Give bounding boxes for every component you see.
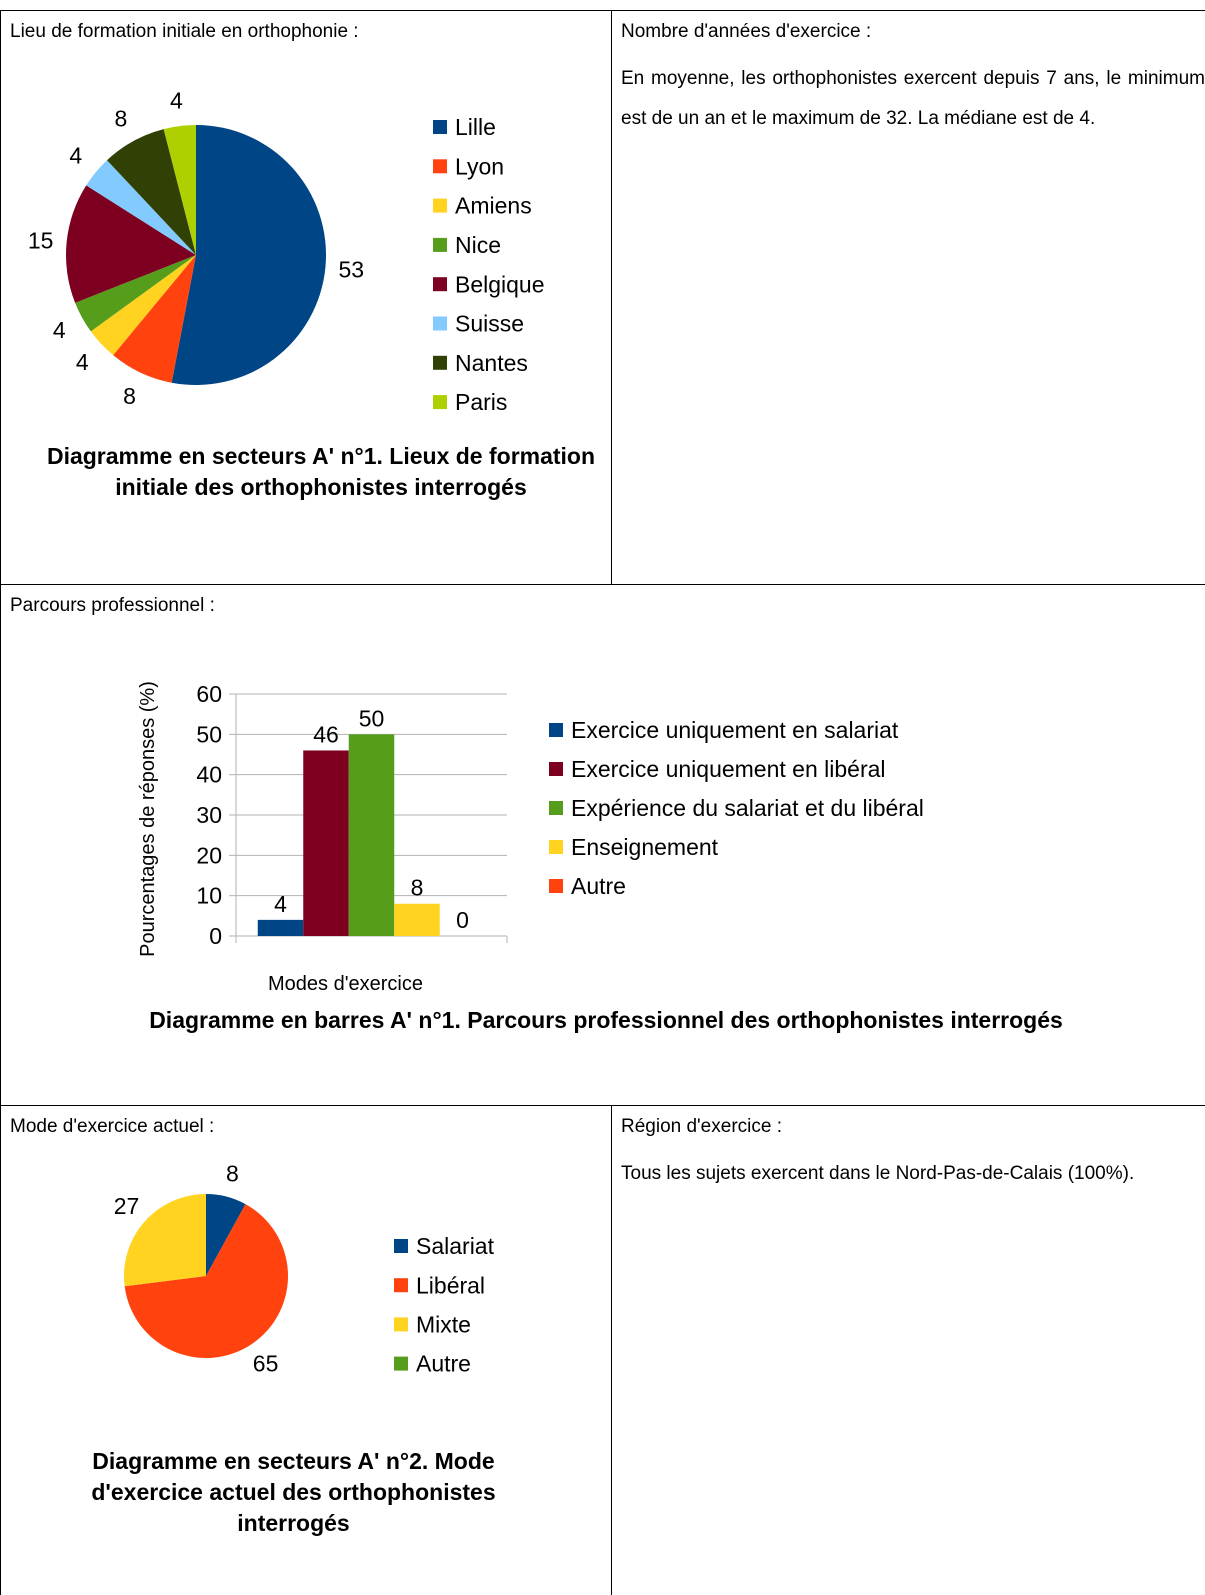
legend-label-mixte: Mixte	[416, 1311, 471, 1337]
pie-slice-salariat	[206, 1194, 246, 1276]
caption-pie-lieux: Diagramme en secteurs A' n°1. Lieux de f…	[46, 443, 596, 500]
caption-bar-parcours: Diagramme en barres A' n°1. Parcours pro…	[149, 1007, 1063, 1033]
legend-swatch-mixte	[394, 1317, 408, 1332]
y-axis-label: Pourcentages de réponses (%)	[137, 681, 159, 957]
legend-swatch-experience-du-salariat-et-du-liberal	[549, 801, 563, 815]
heading-region: Région d'exercice :	[621, 1116, 782, 1137]
cell-lieu-formation: Lieu de formation initiale en orthophoni…	[0, 10, 612, 585]
legend-swatch-lyon	[433, 159, 447, 174]
pie-slice-lyon	[113, 255, 196, 383]
pie-label-nantes: 8	[114, 105, 127, 131]
pie-label-belgique: 15	[28, 227, 54, 253]
legend-swatch-lille	[433, 120, 447, 134]
legend-label-exercice-uniquement-en-liberal: Exercice uniquement en libéral	[571, 756, 886, 782]
legend-label-autre: Autre	[571, 873, 626, 899]
legend-swatch-nice	[433, 237, 447, 252]
legend-label-enseignement: Enseignement	[571, 834, 719, 860]
bar-enseignement	[394, 903, 440, 936]
pie-slice-nice	[75, 255, 196, 332]
legend-swatch-amiens	[433, 198, 447, 213]
cell-region: Région d'exercice : Tous les sujets exer…	[611, 1105, 1205, 1595]
bar-value-label-exercice-uniquement-en-salariat: 4	[274, 891, 287, 917]
y-tick-label: 10	[196, 883, 222, 909]
cell-parcours: Parcours professionnel : 0 10 20 30 40 50 60 4 4…	[0, 584, 1205, 1106]
legend-label-lyon: Lyon	[455, 153, 504, 179]
pie-slice-liberal	[124, 1204, 289, 1358]
legend-label-exercice-uniquement-en-salariat: Exercice uniquement en salariat	[571, 717, 899, 743]
legend-label-salariat: Salariat	[416, 1233, 495, 1259]
y-tick-label: 50	[196, 721, 222, 747]
pie-label-mixte: 27	[114, 1193, 140, 1219]
legend-swatch-exercice-uniquement-en-liberal	[549, 762, 563, 776]
y-tick-label: 40	[196, 762, 222, 788]
text-annees-exercice: En moyenne, les orthophonistes exercent …	[621, 68, 1205, 129]
heading-mode-actuel: Mode d'exercice actuel :	[10, 1116, 215, 1137]
legend-label-belgique: Belgique	[455, 271, 545, 297]
bar-value-label-experience-du-salariat-et-du-liberal: 50	[359, 705, 385, 731]
x-axis-label: Modes d'exercice	[268, 973, 423, 995]
bar-exercice-uniquement-en-liberal	[303, 750, 349, 936]
legend-label-liberal: Libéral	[416, 1272, 485, 1298]
bar-value-label-enseignement: 8	[411, 875, 424, 901]
legend-swatch-belgique	[433, 277, 447, 292]
legend-swatch-paris	[433, 395, 447, 410]
pie-slice-belgique	[66, 185, 196, 303]
cell-annees-exercice: Nombre d'années d'exercice : En moyenne,…	[611, 10, 1205, 585]
legend-label-experience-du-salariat-et-du-liberal: Expérience du salariat et du libéral	[571, 795, 924, 821]
pie-label-lyon: 8	[123, 383, 136, 409]
y-tick-label: 0	[209, 923, 222, 949]
bar-exercice-uniquement-en-salariat	[257, 919, 304, 936]
pie-label-salariat: 8	[226, 1160, 239, 1186]
pie-slice-nantes	[107, 129, 196, 255]
legend-label-nice: Nice	[455, 232, 501, 258]
y-tick-label: 30	[196, 802, 222, 828]
pie-label-suisse: 4	[69, 143, 82, 169]
legend-swatch-salariat	[394, 1239, 408, 1253]
legend-label-paris: Paris	[455, 389, 507, 415]
legend-swatch-suisse	[433, 316, 447, 331]
bar-value-label-exercice-uniquement-en-liberal: 46	[313, 721, 339, 747]
bar-chart-parcours: 0 10 20 30 40 50 60 4 46 50 8 0 Modes d'exercice Pour…	[137, 681, 924, 995]
legend-swatch-exercice-uniquement-en-salariat	[549, 723, 563, 737]
pie-label-paris: 4	[170, 87, 183, 113]
pie-slice-mixte	[123, 1194, 206, 1287]
pie-label-amiens: 4	[76, 349, 89, 375]
pie-label-lille: 53	[339, 257, 365, 283]
pie-label-nice: 4	[53, 317, 66, 343]
legend-swatch-autre	[394, 1356, 408, 1371]
caption-pie-mode: Diagramme en secteurs A' n°2. Mode d'exe…	[91, 1448, 496, 1536]
heading-annees-exercice: Nombre d'années d'exercice :	[621, 21, 872, 42]
legend-label-suisse: Suisse	[455, 311, 524, 337]
heading-parcours: Parcours professionnel :	[10, 595, 215, 616]
legend-swatch-nantes	[433, 355, 447, 370]
pie-slice-paris	[163, 125, 196, 255]
legend-swatch-enseignement	[549, 840, 563, 854]
pie-label-liberal: 65	[253, 1351, 279, 1377]
text-region: Tous les sujets exercent dans le Nord-Pa…	[621, 1163, 1135, 1184]
legend-label-nantes: Nantes	[455, 350, 528, 376]
legend-label-lille: Lille	[455, 114, 496, 140]
cell-mode-actuel: Mode d'exercice actuel : 8 65 27 Salariat Li…	[0, 1105, 612, 1595]
legend-label-autre: Autre	[416, 1351, 471, 1377]
pie-chart-mode-actuel: 8 65 27 Salariat Libéral Mixte Autre	[114, 1160, 495, 1377]
y-tick-label: 60	[196, 681, 222, 707]
pie-chart-lieux-formation: 5384415484LilleLyonAmiensNiceBelgiqueSui…	[28, 87, 545, 415]
bar-experience-du-salariat-et-du-liberal	[348, 734, 395, 936]
pie-slice-suisse	[86, 160, 196, 255]
bar-value-label-autre: 0	[456, 907, 469, 933]
heading-lieu-formation: Lieu de formation initiale en orthophoni…	[10, 21, 359, 42]
legend-swatch-autre	[549, 879, 563, 893]
pie-slice-amiens	[90, 255, 196, 356]
y-tick-label: 20	[196, 842, 222, 868]
pie-slice-lille	[171, 125, 326, 385]
legend-label-amiens: Amiens	[455, 193, 532, 219]
legend-swatch-liberal	[394, 1278, 408, 1293]
